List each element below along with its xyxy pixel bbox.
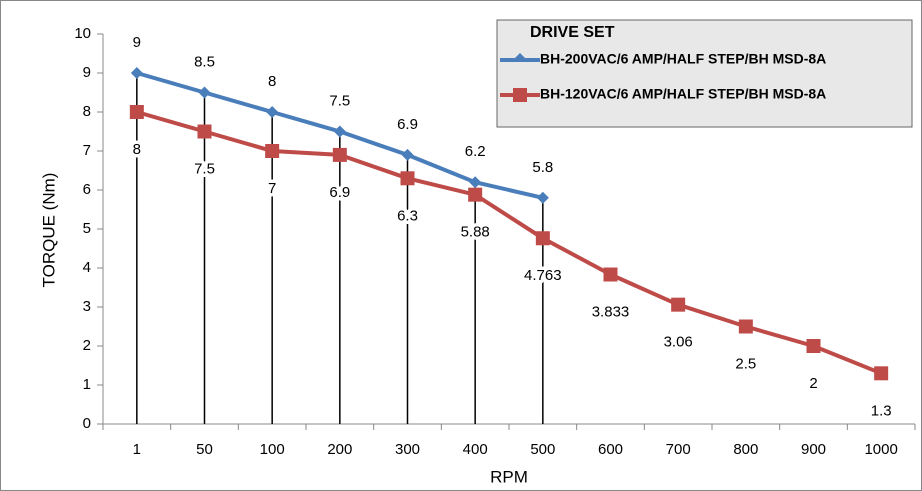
y-tick-label: 1 xyxy=(83,376,91,393)
point xyxy=(266,106,279,118)
x-tick-label: 1 xyxy=(133,441,141,458)
data-label: 5.8 xyxy=(532,159,553,176)
y-tick-label: 9 xyxy=(83,64,91,81)
point xyxy=(738,319,753,334)
point xyxy=(535,231,550,246)
series-line xyxy=(136,110,882,376)
data-label: 8 xyxy=(133,141,141,158)
data-label: 7.5 xyxy=(329,92,350,109)
data-label: 2.5 xyxy=(735,355,756,372)
x-tick-label: 400 xyxy=(463,441,488,458)
y-tick-label: 4 xyxy=(83,259,91,276)
point xyxy=(265,144,280,158)
point xyxy=(536,191,549,204)
x-tick-label: 800 xyxy=(733,441,758,458)
data-label: 6.2 xyxy=(465,143,486,160)
x-tick-label: 500 xyxy=(530,441,555,458)
y-tick-label: 2 xyxy=(83,337,91,354)
data-label: 5.88 xyxy=(461,224,490,241)
data-label: 2 xyxy=(809,375,817,392)
point xyxy=(333,125,346,138)
point xyxy=(129,105,144,119)
x-tick-label: 200 xyxy=(327,441,352,458)
data-label: 3.833 xyxy=(592,303,630,320)
y-axis-title: TORQUE (Nm) xyxy=(39,173,58,288)
legend-title: DRIVE SET xyxy=(530,24,615,41)
point xyxy=(332,147,347,162)
y-tick-label: 0 xyxy=(83,415,91,432)
x-tick-label: 100 xyxy=(260,441,285,458)
point xyxy=(806,339,821,353)
data-label: 1.3 xyxy=(871,402,892,419)
point xyxy=(468,187,483,202)
x-tick-label: 50 xyxy=(196,441,213,458)
point xyxy=(400,171,415,186)
point xyxy=(874,366,889,381)
legend-marker xyxy=(513,53,527,60)
y-tick-label: 6 xyxy=(83,181,91,198)
legend-label: BH-120VAC/6 AMP/HALF STEP/BH MSD-8A xyxy=(540,86,826,102)
x-tick-label: 1000 xyxy=(864,441,897,458)
data-label: 9 xyxy=(133,34,141,51)
point xyxy=(603,267,618,282)
data-label: 8 xyxy=(268,73,276,90)
legend-marker xyxy=(513,88,527,102)
point xyxy=(671,297,686,312)
data-label: 3.06 xyxy=(664,334,693,351)
data-label: 7.5 xyxy=(194,160,215,177)
data-label: 6.9 xyxy=(397,116,418,133)
point xyxy=(469,176,482,189)
x-tick-label: 300 xyxy=(395,441,420,458)
legend: DRIVE SET BH-200VAC/6 AMP/HALF STEP/BH MS… xyxy=(496,19,913,128)
y-tick-label: 7 xyxy=(83,142,91,159)
x-axis-title: RPM xyxy=(490,467,528,486)
y-tick-label: 5 xyxy=(83,220,91,237)
legend-label: BH-200VAC/6 AMP/HALF STEP/BH MSD-8A xyxy=(540,51,826,67)
x-tick-label: 600 xyxy=(598,441,623,458)
data-label: 6.9 xyxy=(329,184,350,201)
point xyxy=(401,148,414,161)
data-label: 6.3 xyxy=(397,207,418,224)
point xyxy=(197,124,212,139)
y-tick-label: 3 xyxy=(83,298,91,315)
x-tick-label: 900 xyxy=(801,441,826,458)
data-label: 7 xyxy=(268,180,276,197)
y-tick-label: 8 xyxy=(83,103,91,120)
y-tick-label: 10 xyxy=(74,25,91,42)
data-label: 8.5 xyxy=(194,53,215,70)
data-label: 4.763 xyxy=(524,267,562,284)
point xyxy=(130,67,143,79)
legend-box xyxy=(496,19,913,128)
x-tick-label: 700 xyxy=(666,441,691,458)
point xyxy=(198,86,211,99)
